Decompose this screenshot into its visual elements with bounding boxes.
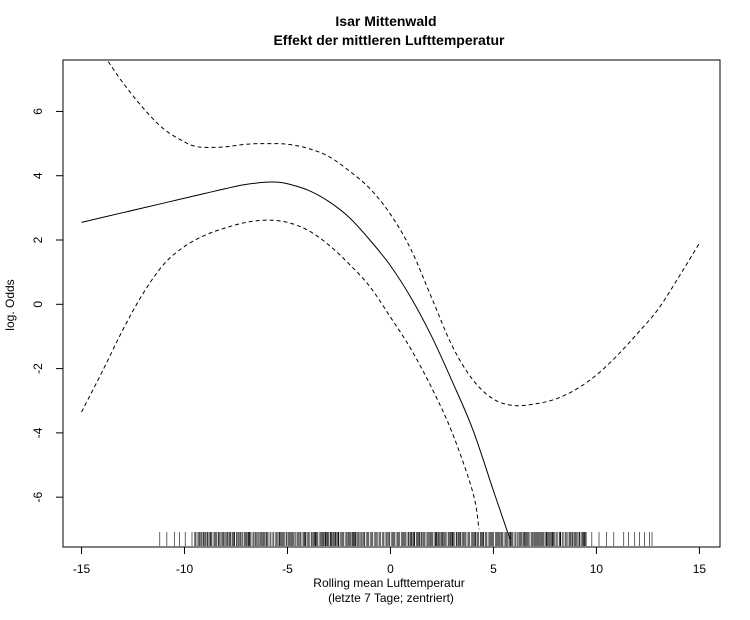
y-tick-label: 6 (31, 108, 45, 115)
x-tick-label: 0 (387, 562, 394, 576)
x-tick-label: 5 (490, 562, 497, 576)
plot-frame (63, 60, 720, 547)
y-tick-label: -6 (31, 492, 45, 503)
x-tick-label: 10 (590, 562, 604, 576)
chart-subtitle: Effekt der mittleren Lufttemperatur (273, 32, 505, 48)
y-tick-label: 4 (31, 172, 45, 179)
series-line-estimate (82, 182, 510, 539)
x-tick-label: 15 (693, 562, 707, 576)
series-group (82, 62, 700, 539)
rug (160, 532, 652, 546)
y-axis: -6 -4 -2 0 2 4 6 (31, 108, 63, 503)
y-tick-label: 2 (31, 236, 45, 243)
x-axis-label: Rolling mean Lufttemperatur (313, 576, 464, 590)
x-tick-label: -5 (282, 562, 293, 576)
x-tick-label: -15 (73, 562, 91, 576)
y-tick-label: -2 (31, 363, 45, 374)
chart-title: Isar Mittenwald (335, 13, 436, 29)
y-axis-label: log. Odds (3, 279, 17, 330)
x-axis-label-sub: (letzte 7 Tage; zentriert) (328, 591, 454, 605)
x-axis: -15 -10 -5 0 5 10 15 (73, 547, 707, 576)
y-tick-label: -4 (31, 427, 45, 438)
series-line-lower-ci (82, 220, 479, 529)
x-tick-label: -10 (176, 562, 194, 576)
y-tick-label: 0 (31, 301, 45, 308)
series-line-upper-ci (108, 62, 699, 406)
